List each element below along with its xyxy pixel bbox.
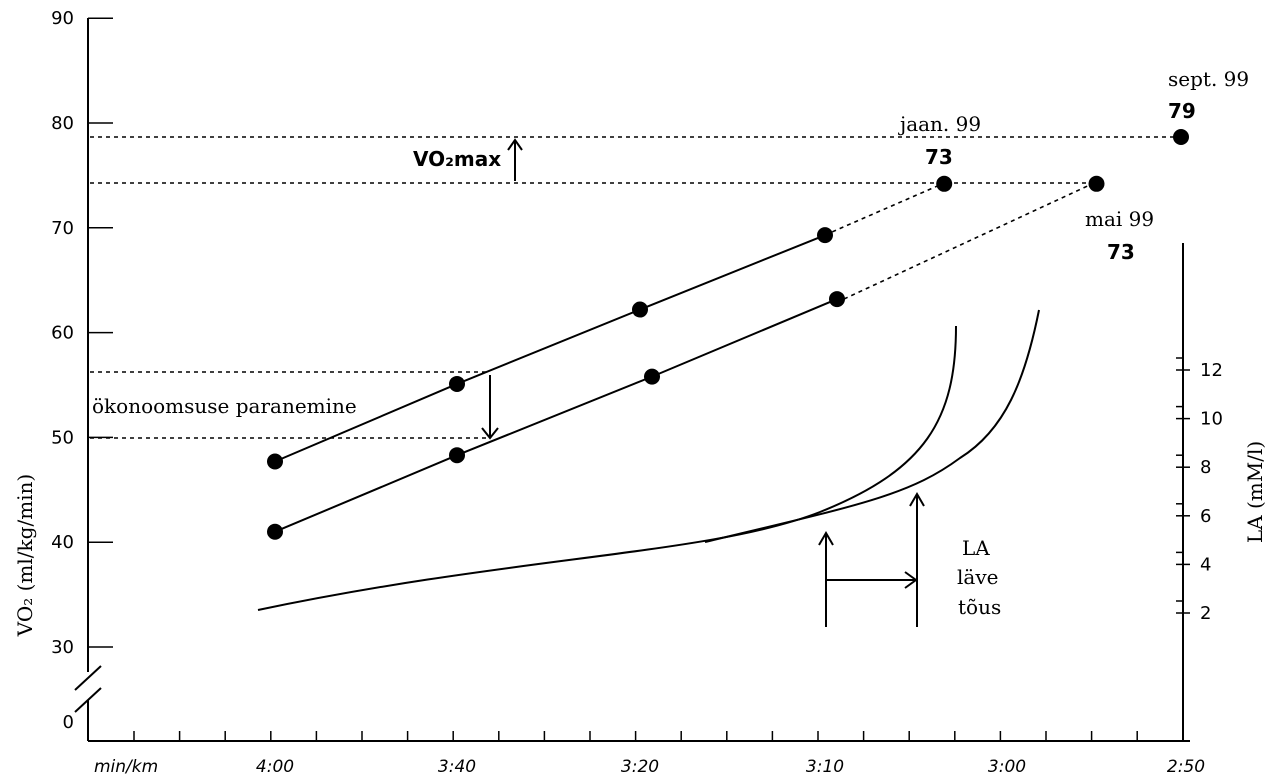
- series-line-0: [274, 234, 826, 463]
- y-left-tick-labels: 90 80 70 60 50 40 30 0: [51, 8, 74, 733]
- economy-arrow: [481, 375, 499, 440]
- la-threshold-arrows: [818, 492, 925, 627]
- y-left-tick-label: 30: [51, 637, 74, 658]
- y-right-tick-label: 4: [1200, 554, 1211, 575]
- x-ticks: [133, 731, 1184, 741]
- x-tick-label: 3:20: [621, 757, 659, 776]
- data-point: [267, 453, 283, 470]
- la-curve-mai: [704, 309, 1040, 543]
- y-right-tick-label: 8: [1200, 457, 1211, 478]
- vo2max-arrow: [507, 138, 523, 181]
- x-tick-label: 4:00: [256, 757, 294, 776]
- data-point: [829, 291, 845, 308]
- y-right-tick-label: 2: [1200, 603, 1211, 624]
- y-left-tick-label: 70: [51, 218, 74, 239]
- series-points: [267, 175, 1105, 540]
- economy-label: ökonoomsuse paranemine: [92, 394, 357, 418]
- value-label-sept: 79: [1168, 99, 1196, 123]
- extrapolation-mai: [843, 182, 1095, 300]
- value-label-jaan: 73: [925, 145, 953, 169]
- la-curve-jaan: [257, 325, 957, 611]
- data-point: [449, 375, 465, 392]
- y-left-axis-title: VO₂ (ml/kg/min): [13, 474, 37, 637]
- extrapolation-jaan: [824, 183, 943, 236]
- x-tick-label: 3:40: [438, 757, 476, 776]
- y-left-tick-label: 50: [51, 427, 74, 448]
- axes: [74, 18, 1190, 742]
- y-right-tick-label: 12: [1200, 360, 1223, 381]
- y-left-ticks: [88, 17, 113, 648]
- data-point: [632, 301, 648, 318]
- y-right-axis-title: LA (mM/l): [1243, 441, 1267, 543]
- y-left-tick-label: 80: [51, 113, 74, 134]
- y-right-tick-label: 10: [1200, 409, 1223, 430]
- date-label-mai: mai 99: [1085, 207, 1154, 231]
- y-left-tick-label: 0: [63, 712, 74, 733]
- value-label-mai: 73: [1107, 240, 1135, 264]
- axis-break-1: [74, 665, 102, 691]
- vo2max-label: VO₂max: [413, 147, 501, 171]
- y-right-tick-labels: 12 10 8 6 4 2: [1200, 360, 1223, 624]
- extrapolated-point: [936, 175, 953, 192]
- data-point: [817, 227, 833, 244]
- reference-lines: [90, 136, 1181, 439]
- y-right-tick-label: 6: [1200, 506, 1211, 527]
- x-axis-title: min/km: [94, 757, 158, 776]
- axis-break-2: [74, 687, 102, 713]
- y-left-tick-label: 60: [51, 323, 74, 344]
- la-label-3: tõus: [958, 595, 1001, 619]
- la-label-2: läve: [957, 565, 998, 589]
- y-left-tick-label: 90: [51, 8, 74, 29]
- la-curves: [257, 309, 1040, 611]
- data-point: [644, 368, 660, 385]
- series-lines: [274, 234, 838, 533]
- data-point: [267, 523, 283, 540]
- series-line-1: [274, 298, 838, 533]
- x-tick-label: 3:00: [988, 757, 1026, 776]
- x-tick-label: 3:10: [806, 757, 844, 776]
- date-label-sept: sept. 99: [1168, 67, 1249, 91]
- x-tick-labels: 4:00 3:40 3:20 3:10 3:00 2:50: [256, 757, 1205, 776]
- x-tick-label: 2:50: [1167, 757, 1205, 776]
- y-left-tick-label: 40: [51, 532, 74, 553]
- data-point: [449, 447, 465, 464]
- y-right-ticks: [1176, 357, 1190, 614]
- date-label-jaan: jaan. 99: [898, 112, 981, 136]
- la-label-1: LA: [962, 536, 990, 560]
- extrapolated-point: [1088, 175, 1105, 192]
- point-sept-99: [1173, 129, 1189, 145]
